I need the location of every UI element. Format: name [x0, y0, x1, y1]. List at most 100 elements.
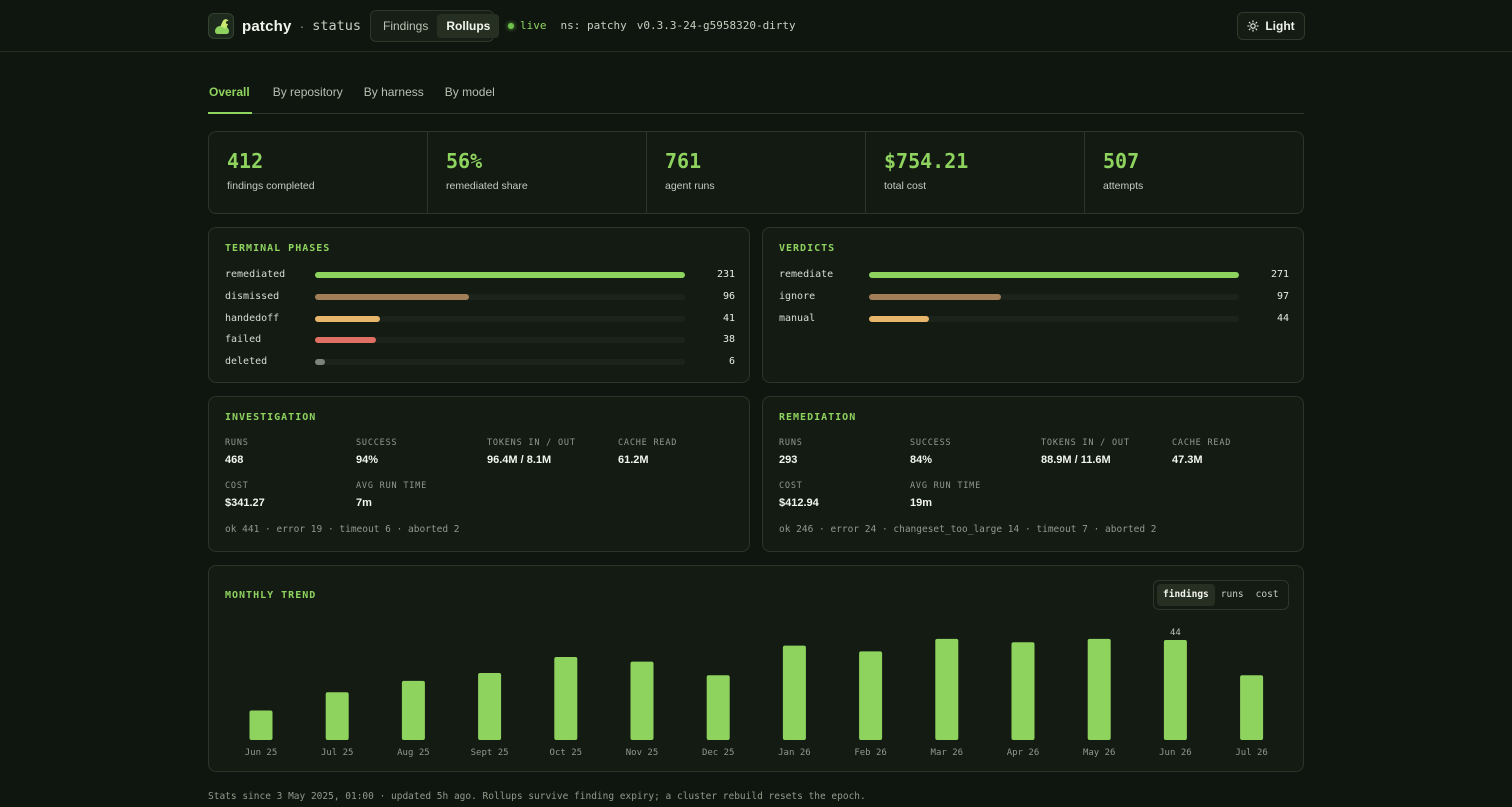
trend-bar[interactable] — [325, 692, 349, 740]
tab-by-harness[interactable]: By harness — [363, 85, 424, 99]
metric-value: 94% — [356, 454, 379, 466]
metric-label: CACHE READ — [1172, 438, 1232, 448]
x-tick-label: Jul 25 — [321, 748, 354, 758]
metric-label: AVG RUN TIME — [910, 481, 982, 491]
investigation-panel: INVESTIGATION ok 441 · error 19 · timeou… — [208, 396, 750, 552]
namespace-label: ns: patchy — [560, 19, 627, 32]
bar-label: deleted — [225, 356, 268, 368]
terminal_phases-row-deleted: deleted 6 — [225, 356, 735, 370]
trend-bar[interactable] — [1087, 638, 1111, 740]
trend-bar[interactable] — [782, 645, 806, 740]
metric-label: AVG RUN TIME — [356, 481, 428, 491]
toggle-cost-button[interactable]: cost — [1255, 589, 1279, 600]
nav-rollups-button[interactable]: Rollups — [437, 14, 500, 38]
status-breakdown: ok 246 · error 24 · changeset_too_large … — [779, 524, 1157, 535]
bar-value: 96 — [722, 290, 735, 302]
metric-value: 47.3M — [1172, 454, 1203, 466]
x-tick-label: Jul 26 — [1235, 748, 1268, 758]
nav-findings-button[interactable]: Findings — [383, 19, 429, 33]
x-tick-label: Jan 26 — [778, 748, 811, 758]
stat-label: agent runs — [665, 180, 715, 192]
bar-value: 44 — [1276, 312, 1289, 324]
stat-total-cost: $754.21 total cost — [866, 132, 1085, 213]
brand-separator: · — [299, 18, 305, 34]
connection-status: live ns: patchy v0.3.3-24-g5958320-dirty — [508, 19, 796, 32]
panel-title: VERDICTS — [779, 243, 836, 254]
panel-title: REMEDIATION — [779, 412, 857, 423]
metric-avg-run-time: AVG RUN TIME 19m — [910, 481, 981, 509]
bar-data-label: 44 — [1170, 628, 1181, 638]
footer-note: Stats since 3 May 2025, 01:00 · updated … — [208, 791, 866, 802]
stat-label: total cost — [884, 180, 927, 192]
bar-track — [315, 272, 685, 278]
metric-cost: COST $341.27 — [225, 481, 265, 509]
trend-bar[interactable] — [249, 710, 273, 740]
x-tick-label: Feb 26 — [854, 748, 887, 758]
verdicts-row-manual: manual 44 — [779, 313, 1289, 327]
metric-value: 19m — [910, 497, 933, 509]
bar-fill — [315, 293, 469, 300]
bar-label: remediated — [225, 269, 286, 280]
trend-bar[interactable] — [401, 680, 425, 740]
bar-label: remediate — [779, 269, 834, 280]
brand[interactable]: patchy · status — [208, 12, 361, 40]
stat-label: remediated share — [446, 180, 528, 192]
rollup-tabs: Overall By repository By harness By mode… — [208, 78, 1304, 114]
x-tick-label: Jun 25 — [245, 748, 278, 758]
trend-bar[interactable] — [706, 675, 730, 740]
metric-runs: RUNS 293 — [779, 438, 803, 466]
toggle-findings-button[interactable]: findings — [1157, 584, 1215, 606]
panel-title: MONTHLY TREND — [225, 590, 317, 601]
bar-value: 231 — [716, 269, 735, 280]
bar-track — [315, 359, 685, 366]
bar-fill — [869, 315, 929, 322]
trend-bar[interactable] — [1163, 640, 1187, 740]
bar-value: 41 — [722, 312, 735, 324]
panel-title: TERMINAL PHASES — [225, 243, 331, 254]
theme-toggle-button[interactable]: Light — [1237, 12, 1305, 40]
trend-bar[interactable] — [478, 672, 502, 740]
trend-bar[interactable] — [630, 661, 654, 740]
bar-label: handedoff — [225, 312, 280, 324]
metric-tokens-in-out: TOKENS IN / OUT 88.9M / 11.6M — [1041, 438, 1130, 466]
terminal_phases-row-handedoff: handedoff 41 — [225, 313, 735, 327]
sun-icon — [1247, 20, 1260, 32]
bar-value: 38 — [722, 334, 735, 346]
metric-value: 468 — [225, 454, 244, 466]
bar-track — [869, 293, 1239, 300]
live-indicator-icon — [508, 22, 514, 29]
trend-bar[interactable] — [859, 651, 883, 740]
bar-fill — [315, 359, 325, 366]
stat-value: $754.21 — [884, 149, 969, 173]
metric-value: 61.2M — [618, 454, 649, 466]
metric-label: RUNS — [225, 438, 249, 448]
stat-remediated-share: 56% remediated share — [428, 132, 647, 213]
trend-metric-toggle: findings runs cost — [1153, 580, 1289, 610]
metric-label: CACHE READ — [618, 438, 678, 448]
bar-track — [315, 293, 685, 300]
metric-label: COST — [779, 481, 803, 491]
theme-toggle-label: Light — [1265, 19, 1295, 33]
stat-label: findings completed — [227, 180, 315, 192]
terminal-phases-panel: TERMINAL PHASES remediated 231 dismissed 96… — [208, 227, 750, 383]
status-breakdown: ok 441 · error 19 · timeout 6 · aborted … — [225, 524, 460, 535]
trend-bar[interactable] — [1011, 642, 1035, 740]
trend-bar[interactable] — [554, 657, 578, 740]
x-tick-label: Jun 26 — [1159, 748, 1192, 758]
tab-by-repository[interactable]: By repository — [272, 85, 343, 99]
metric-cost: COST $412.94 — [779, 481, 819, 509]
tab-by-model[interactable]: By model — [444, 85, 495, 99]
toggle-runs-button[interactable]: runs — [1220, 589, 1244, 600]
terminal_phases-row-dismissed: dismissed 96 — [225, 291, 735, 305]
metric-label: TOKENS IN / OUT — [487, 438, 576, 448]
trend-bar[interactable] — [935, 638, 959, 740]
brand-name: patchy — [242, 17, 292, 35]
bar-track — [869, 315, 1239, 322]
trend-bar[interactable] — [1240, 675, 1264, 740]
stat-value: 56% — [446, 149, 483, 173]
metric-label: TOKENS IN / OUT — [1041, 438, 1130, 448]
tab-overall[interactable]: Overall — [208, 78, 252, 114]
version-label: v0.3.3-24-g5958320-dirty — [636, 19, 796, 32]
patchy-logo-icon — [208, 13, 234, 39]
verdicts-panel: VERDICTS remediate 271 ignore 97 manual 44 — [762, 227, 1304, 383]
